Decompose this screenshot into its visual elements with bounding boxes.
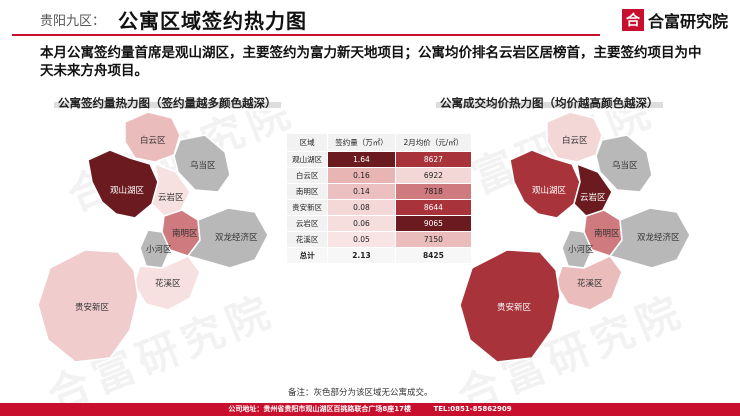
total-label: 总计 [285, 247, 329, 264]
page-title: 公寓区域签约热力图 [118, 9, 307, 33]
cell-volume: 0.14 [327, 183, 396, 200]
cell-district: 白云区 [285, 167, 329, 184]
region-huaxi [133, 255, 201, 311]
label-nanming: 南明区 [594, 228, 620, 239]
cell-volume: 1.64 [327, 151, 396, 168]
label-wudang: 乌当区 [612, 160, 638, 171]
cell-price: 7818 [394, 183, 473, 200]
volume-heat-map: 白云区 观山湖区 乌当区 云岩区 南明区 小河区 双龙经济区 花溪区 贵安新区 [30, 100, 290, 370]
cell-price: 9065 [394, 215, 473, 232]
region-wudang [595, 134, 653, 193]
footer-address: 公司地址：贵州省贵阳市观山湖区百挑路联合广场8座17楼 [228, 405, 411, 413]
footer-phone: TEL:0851-85862909 [433, 405, 512, 413]
region-shuanglong [186, 207, 269, 269]
region-wudang [173, 134, 231, 193]
label-shuanglong: 双龙经济区 [637, 232, 680, 243]
label-qianxin: 贵安新区 [497, 302, 532, 313]
label-huaxi: 花溪区 [577, 278, 603, 289]
label-qianxin: 贵安新区 [75, 302, 110, 313]
label-xiaohe: 小河区 [146, 244, 172, 255]
district-data-table: 区域 签约量（万㎡） 2月均价（元/㎡） 观山湖区 1.64 8627 白云区 0.16… [285, 133, 473, 264]
cell-price: 8644 [394, 199, 473, 216]
label-shuanglong: 双龙经济区 [215, 232, 258, 243]
label-baiyun: 白云区 [562, 135, 588, 146]
table-header-row: 区域 签约量（万㎡） 2月均价（元/㎡） [285, 133, 473, 152]
cell-district: 贵安新区 [285, 199, 329, 216]
region-shuanglong [608, 207, 691, 269]
label-yunyan: 云岩区 [158, 192, 184, 203]
cell-volume: 0.06 [327, 215, 396, 232]
section-label: 贵阳九区： [40, 14, 106, 29]
region-qianxin [459, 249, 561, 363]
total-volume: 2.13 [327, 247, 396, 264]
label-nanming: 南明区 [172, 228, 198, 239]
header-price: 2月均价（元/㎡） [394, 133, 473, 152]
table-total-row: 总计 2.13 8425 [285, 247, 473, 264]
brand-logo: 合 合富研究院 [621, 8, 728, 32]
cell-price: 8627 [394, 151, 473, 168]
cell-district: 南明区 [285, 183, 329, 200]
cell-volume: 0.05 [327, 231, 396, 248]
header-district: 区域 [285, 133, 329, 152]
label-wudang: 乌当区 [190, 160, 216, 171]
logo-name: 合富研究院 [647, 12, 728, 31]
cell-volume: 0.16 [327, 167, 396, 184]
logo-icon: 合 [621, 9, 644, 31]
cell-district: 观山湖区 [285, 151, 329, 168]
region-qianxin [37, 249, 139, 363]
label-guanshanhu: 观山湖区 [110, 185, 145, 196]
footnote: 备注：灰色部分为该区域无公寓成交。 [288, 388, 433, 398]
summary-text: 本月公寓签约量首席是观山湖区，主要签约为富力新天地项目；公寓均价排名云岩区居榜首… [40, 45, 702, 79]
total-price: 8425 [394, 247, 473, 264]
table-row: 花溪区 0.05 7150 [285, 231, 473, 248]
cell-price: 7150 [394, 231, 473, 248]
left-map-caption: 公寓签约量热力图（签约量越多颜色越深） [54, 95, 281, 111]
label-baiyun: 白云区 [140, 135, 166, 146]
right-map-caption: 公寓成交均价热力图（均价越高颜色越深） [436, 95, 663, 111]
price-heat-map: 白云区 观山湖区 乌当区 云岩区 南明区 小河区 双龙经济区 花溪区 贵安新区 [452, 100, 712, 370]
label-yunyan: 云岩区 [580, 192, 606, 203]
table-row: 云岩区 0.06 9065 [285, 215, 473, 232]
label-huaxi: 花溪区 [155, 278, 181, 289]
table-row: 贵安新区 0.08 8644 [285, 199, 473, 216]
label-guanshanhu: 观山湖区 [532, 185, 567, 196]
label-xiaohe: 小河区 [568, 244, 594, 255]
header: 贵阳九区： 公寓区域签约热力图 合 合富研究院 [0, 0, 740, 38]
table-row: 观山湖区 1.64 8627 [285, 151, 473, 168]
header-volume: 签约量（万㎡） [327, 133, 396, 152]
cell-district: 花溪区 [285, 231, 329, 248]
region-huaxi [555, 255, 623, 311]
table-row: 南明区 0.14 7818 [285, 183, 473, 200]
cell-district: 云岩区 [285, 215, 329, 232]
title-underline [12, 34, 600, 36]
table-row: 白云区 0.16 6922 [285, 167, 473, 184]
cell-price: 6922 [394, 167, 473, 184]
cell-volume: 0.08 [327, 199, 396, 216]
footer-bar: 公司地址：贵州省贵阳市观山湖区百挑路联合广场8座17楼 TEL:0851-858… [0, 403, 740, 416]
